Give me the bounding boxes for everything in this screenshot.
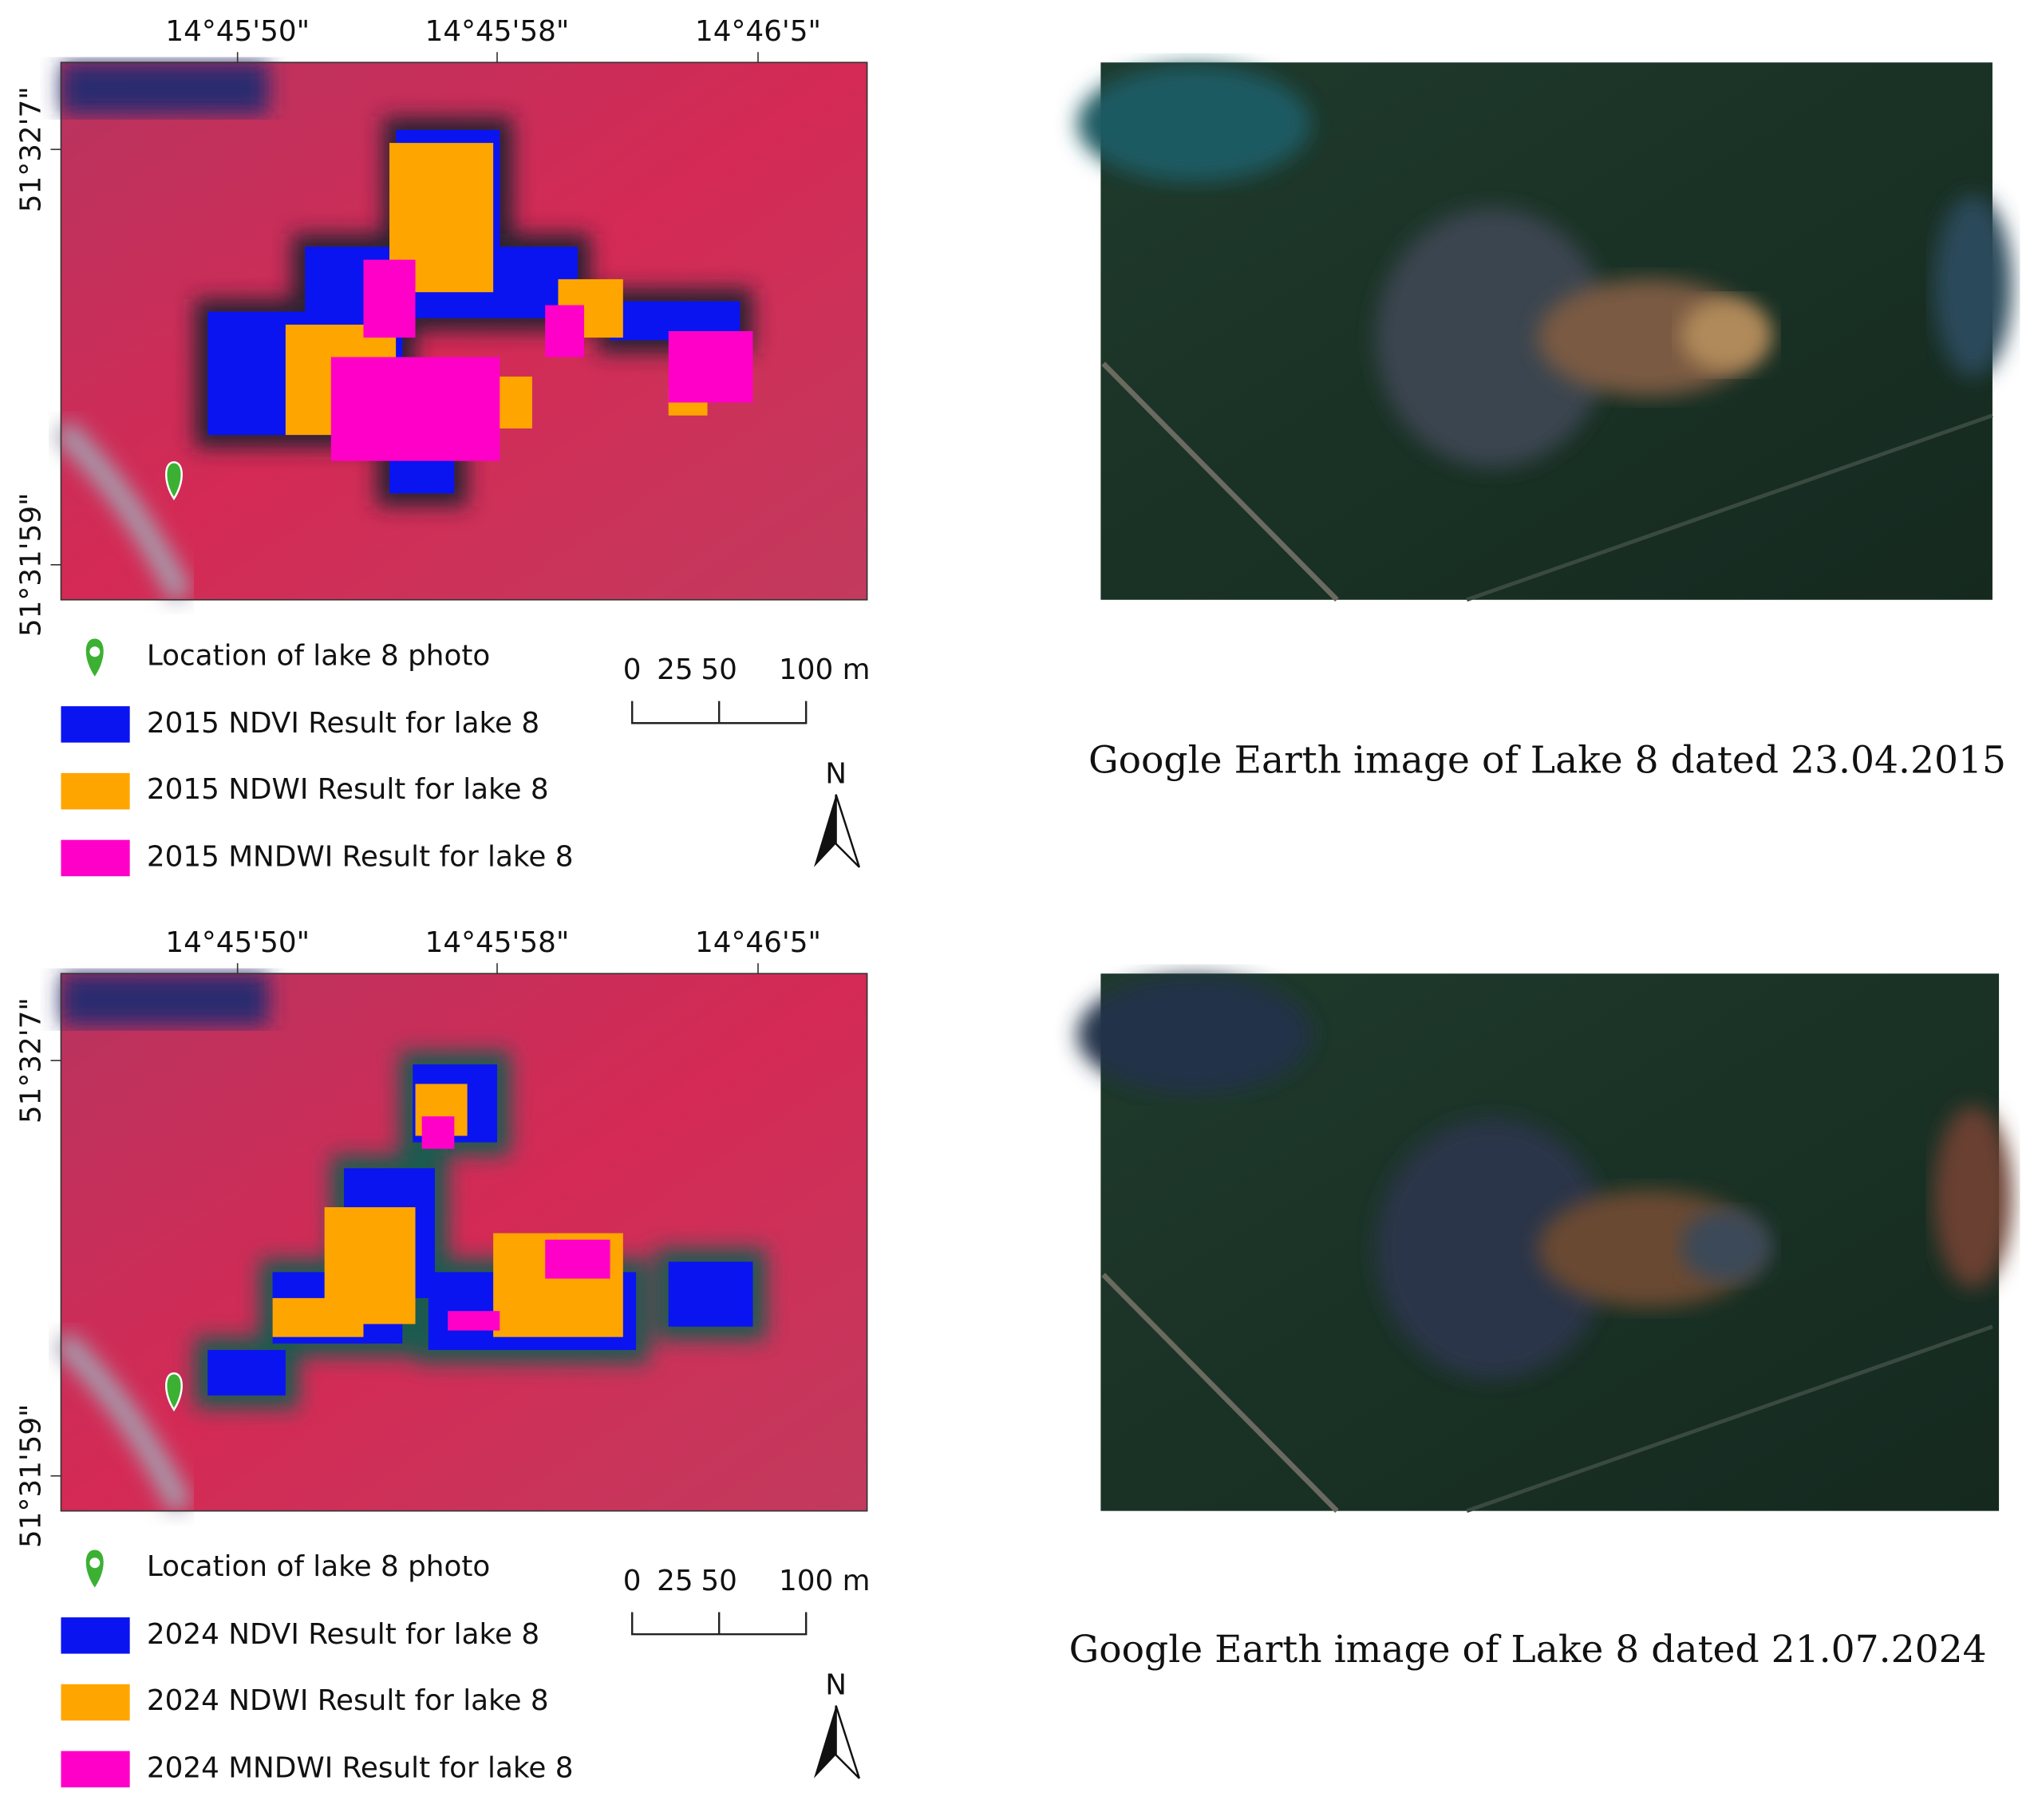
legend-label: 2024 MNDWI Result for lake 8 — [147, 1751, 574, 1784]
scale-label: 25 — [657, 653, 693, 686]
photo-marker — [164, 1372, 183, 1411]
raster-magenta — [545, 305, 585, 357]
photo-marker — [164, 461, 183, 501]
scale-label: 50 — [701, 653, 737, 686]
map-border — [60, 61, 868, 601]
legend-label: Location of lake 8 photo — [147, 639, 490, 672]
scale-label: 0 — [623, 653, 642, 686]
north-arrow — [835, 794, 861, 868]
x-coord-label: 14°46'5" — [695, 926, 821, 959]
legend-marker — [85, 1550, 104, 1588]
legend-swatch — [61, 1617, 130, 1654]
x-coord-label: 14°45'58" — [425, 926, 570, 959]
legend-marker — [85, 638, 104, 677]
x-coord-label: 14°45'50" — [165, 15, 310, 48]
north-arrow — [835, 1705, 861, 1779]
sat-water — [1933, 195, 2012, 377]
raster-magenta — [668, 331, 753, 403]
raster-magenta — [330, 357, 500, 461]
legend-label: 2024 NDVI Result for lake 8 — [147, 1618, 539, 1651]
caption: Google Earth image of Lake 8 dated 21.07… — [1069, 1628, 1987, 1672]
sat-lake — [1376, 207, 1610, 468]
sat-road — [1466, 1325, 1993, 1513]
sat-road — [1101, 361, 1339, 602]
x-coord-label: 14°46'5" — [695, 15, 821, 48]
y-coord-label: 51°32'7" — [15, 86, 48, 212]
y-coord-label: 51°32'7" — [15, 997, 48, 1123]
panel: 14°45'50" 14°45'58" 14°46'5" 51°32'7" 51°31'… — [15, 926, 2012, 1788]
scale-label: 100 m — [779, 1565, 870, 1597]
caption: Google Earth image of Lake 8 dated 23.04… — [1088, 739, 2006, 783]
water-dark — [61, 973, 269, 1026]
scale-label: 25 — [657, 1565, 693, 1597]
sat-lake — [1681, 1210, 1772, 1283]
y-coord-label: 51°31'59" — [15, 1403, 48, 1548]
sat-water — [1077, 976, 1311, 1093]
road — [53, 420, 192, 603]
sat-road — [1466, 413, 1993, 602]
north-arrow — [813, 794, 836, 867]
panel: 14°45'50" 14°45'58" 14°46'5" 51°32'7" 51°31'… — [15, 15, 2012, 877]
road — [53, 1331, 192, 1514]
sat-water — [1933, 1106, 2012, 1288]
map-border — [60, 973, 868, 1512]
raster-orange — [272, 1297, 364, 1337]
water-dark — [61, 62, 269, 115]
sat-water — [1077, 65, 1311, 182]
raster-magenta — [448, 1311, 500, 1331]
scale-label: 50 — [701, 1565, 737, 1597]
legend-label: 2015 MNDWI Result for lake 8 — [147, 840, 574, 873]
legend-swatch — [61, 1684, 130, 1721]
sat-lake — [1681, 298, 1772, 372]
legend-label: Location of lake 8 photo — [147, 1550, 490, 1583]
sat-lake — [1376, 1119, 1610, 1379]
legend-swatch — [61, 839, 130, 877]
legend-swatch — [61, 706, 130, 743]
legend-swatch — [61, 1751, 130, 1788]
legend-label: 2024 NDWI Result for lake 8 — [147, 1684, 549, 1717]
north-arrow — [813, 1705, 836, 1779]
raster-magenta — [545, 1239, 610, 1279]
raster-magenta — [421, 1116, 455, 1149]
y-coord-label: 51°31'59" — [15, 492, 48, 637]
legend-swatch — [61, 772, 130, 810]
north-label: N — [825, 757, 847, 790]
sat-road — [1101, 1273, 1339, 1513]
legend-label: 2015 NDWI Result for lake 8 — [147, 773, 549, 806]
raster-blue — [207, 1349, 286, 1396]
scale-bar — [630, 701, 808, 724]
x-coord-label: 14°45'50" — [165, 926, 310, 959]
raster-magenta — [363, 259, 416, 338]
scale-label: 100 m — [779, 653, 870, 686]
scale-bar — [630, 1612, 808, 1636]
north-label: N — [825, 1668, 847, 1701]
x-coord-label: 14°45'58" — [425, 15, 570, 48]
legend-label: 2015 NDVI Result for lake 8 — [147, 707, 539, 740]
raster-blue — [668, 1261, 753, 1327]
scale-label: 0 — [623, 1565, 642, 1597]
